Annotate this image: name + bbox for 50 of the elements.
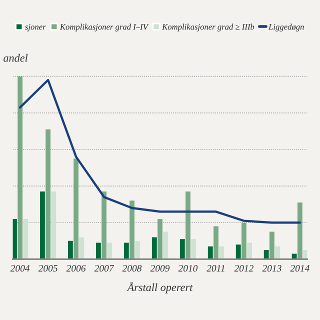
bar <box>242 222 246 260</box>
bar <box>297 202 302 260</box>
x-tick-label: 2013 <box>262 265 282 272</box>
x-tick-label: 2014 <box>290 265 310 272</box>
bar <box>96 242 101 260</box>
legend-label: sjoner <box>25 24 46 32</box>
bar <box>264 250 269 260</box>
x-tick-label: 2009 <box>150 265 170 272</box>
bar <box>236 244 241 260</box>
legend-label: Liggedøgn <box>268 24 304 32</box>
bar <box>102 192 106 260</box>
x-tick-label: 2008 <box>122 265 142 272</box>
bar <box>40 192 45 260</box>
bar <box>269 232 274 260</box>
bar <box>51 192 56 260</box>
x-tick-label: 2005 <box>38 265 58 272</box>
x-tick-label: 2007 <box>94 265 114 272</box>
bar <box>74 158 78 260</box>
bar <box>107 242 112 260</box>
bar <box>180 239 185 260</box>
bar <box>18 76 23 260</box>
bar <box>292 254 297 260</box>
bar <box>158 218 162 260</box>
bar <box>275 246 280 260</box>
x-tick-label: 2006 <box>66 265 86 272</box>
x-tick-label: 2012 <box>234 265 254 272</box>
bar <box>214 226 218 260</box>
bar <box>130 200 134 260</box>
bar <box>163 232 168 260</box>
legend-label: Komplikasjoner grad I–IV <box>60 24 149 32</box>
bar <box>68 240 73 260</box>
legend-label: Komplikasjoner grad ≥ IIIb <box>162 24 254 32</box>
bar <box>303 250 308 260</box>
bar <box>247 242 252 260</box>
bar <box>219 246 224 260</box>
bar <box>186 192 190 260</box>
bar <box>23 218 28 260</box>
bar <box>12 218 17 260</box>
bar <box>46 129 51 260</box>
bar <box>208 246 213 260</box>
bar <box>135 240 140 260</box>
x-tick-label: 2011 <box>206 265 224 272</box>
bar <box>191 239 196 260</box>
bar <box>152 237 157 260</box>
bar <box>79 237 84 260</box>
bar <box>124 242 129 260</box>
y-axis-title: andel <box>4 54 28 62</box>
x-tick-label: 2004 <box>10 265 30 272</box>
x-axis-title: Årstall operert <box>126 282 193 294</box>
x-tick-label: 2010 <box>178 265 198 272</box>
